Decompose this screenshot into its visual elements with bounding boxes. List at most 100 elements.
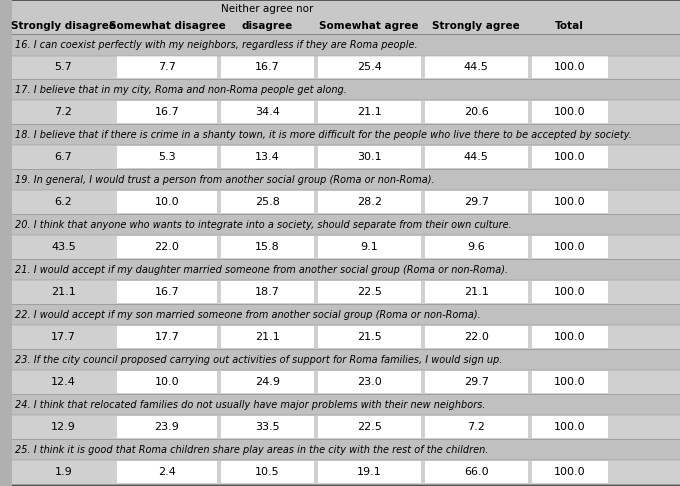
Text: 100.0: 100.0	[554, 152, 585, 162]
Text: 16.7: 16.7	[255, 62, 279, 72]
Bar	[532, 281, 608, 303]
Bar	[12, 370, 680, 394]
Bar	[117, 237, 217, 258]
Bar	[532, 191, 608, 213]
Text: 21.5: 21.5	[357, 332, 381, 342]
Text: 22.5: 22.5	[357, 422, 381, 432]
Bar	[12, 416, 680, 438]
Bar	[221, 56, 313, 78]
Text: Strongly agree: Strongly agree	[432, 21, 520, 31]
Text: 43.5: 43.5	[51, 242, 76, 252]
Text: Total: Total	[556, 21, 584, 31]
Text: 18.7: 18.7	[255, 287, 279, 297]
Bar	[12, 214, 680, 236]
Bar	[221, 102, 313, 122]
Bar	[12, 34, 680, 55]
Bar	[318, 417, 421, 437]
Text: 100.0: 100.0	[554, 62, 585, 72]
Text: 9.6: 9.6	[467, 242, 485, 252]
Text: Strongly disagree: Strongly disagree	[11, 21, 116, 31]
Bar	[12, 145, 680, 169]
Text: 16.7: 16.7	[154, 287, 180, 297]
Bar	[318, 461, 421, 483]
Bar	[425, 461, 528, 483]
Bar	[532, 327, 608, 347]
Bar	[425, 237, 528, 258]
Text: 9.1: 9.1	[360, 242, 378, 252]
Bar	[12, 191, 680, 214]
Text: 100.0: 100.0	[554, 467, 585, 477]
Text: Somewhat agree: Somewhat agree	[320, 21, 419, 31]
Text: 6.2: 6.2	[54, 197, 72, 207]
Bar	[12, 0, 680, 34]
Text: 25.8: 25.8	[255, 197, 279, 207]
Bar	[318, 327, 421, 347]
Bar	[221, 281, 313, 303]
Bar	[117, 417, 217, 437]
Text: 16.7: 16.7	[154, 107, 180, 117]
Bar	[318, 102, 421, 122]
Bar	[12, 304, 680, 326]
Bar	[12, 101, 680, 123]
Text: disagree: disagree	[241, 21, 293, 31]
Bar	[425, 371, 528, 393]
Bar	[318, 146, 421, 168]
Text: 25.4: 25.4	[357, 62, 381, 72]
Bar	[12, 460, 680, 484]
Bar	[221, 191, 313, 213]
Bar	[117, 371, 217, 393]
Text: 100.0: 100.0	[554, 197, 585, 207]
Text: 21.1: 21.1	[464, 287, 488, 297]
Bar	[221, 327, 313, 347]
Bar	[532, 417, 608, 437]
Bar	[12, 55, 680, 79]
Text: 100.0: 100.0	[554, 332, 585, 342]
Text: 10.5: 10.5	[255, 467, 279, 477]
Bar	[117, 102, 217, 122]
Bar	[12, 123, 680, 145]
Text: 24.9: 24.9	[255, 377, 279, 387]
Bar	[318, 56, 421, 78]
Text: 7.2: 7.2	[467, 422, 485, 432]
Bar	[117, 56, 217, 78]
Bar	[318, 281, 421, 303]
Text: 28.2: 28.2	[357, 197, 381, 207]
Bar	[117, 461, 217, 483]
Text: 44.5: 44.5	[464, 62, 489, 72]
Bar	[318, 191, 421, 213]
Text: 100.0: 100.0	[554, 287, 585, 297]
Text: 1.9: 1.9	[54, 467, 72, 477]
Text: 10.0: 10.0	[155, 377, 180, 387]
Bar	[425, 102, 528, 122]
Text: 12.9: 12.9	[51, 422, 76, 432]
Bar	[425, 146, 528, 168]
Bar	[318, 237, 421, 258]
Text: 21.1: 21.1	[51, 287, 76, 297]
Text: 21. I would accept if my daughter married someone from another social group (Rom: 21. I would accept if my daughter marrie…	[15, 264, 508, 275]
Text: 34.4: 34.4	[255, 107, 279, 117]
Text: 2.4: 2.4	[158, 467, 176, 477]
Bar	[425, 417, 528, 437]
Bar	[532, 56, 608, 78]
Bar	[221, 237, 313, 258]
Text: 5.7: 5.7	[54, 62, 72, 72]
Text: 24. I think that relocated families do not usually have major problems with thei: 24. I think that relocated families do n…	[15, 399, 486, 410]
Text: 22.0: 22.0	[154, 242, 180, 252]
Bar	[532, 371, 608, 393]
Text: 6.7: 6.7	[54, 152, 72, 162]
Text: 100.0: 100.0	[554, 422, 585, 432]
Text: 29.7: 29.7	[464, 197, 489, 207]
Bar	[425, 327, 528, 347]
Bar	[12, 259, 680, 280]
Text: 15.8: 15.8	[255, 242, 279, 252]
Bar	[117, 327, 217, 347]
Bar	[12, 326, 680, 348]
Bar	[221, 146, 313, 168]
Bar	[12, 236, 680, 259]
Text: 10.0: 10.0	[155, 197, 180, 207]
Bar	[12, 348, 680, 370]
Text: 17.7: 17.7	[51, 332, 76, 342]
Text: 13.4: 13.4	[255, 152, 279, 162]
Bar	[532, 461, 608, 483]
Text: 23. If the city council proposed carrying out activities of support for Roma fam: 23. If the city council proposed carryin…	[15, 354, 503, 364]
